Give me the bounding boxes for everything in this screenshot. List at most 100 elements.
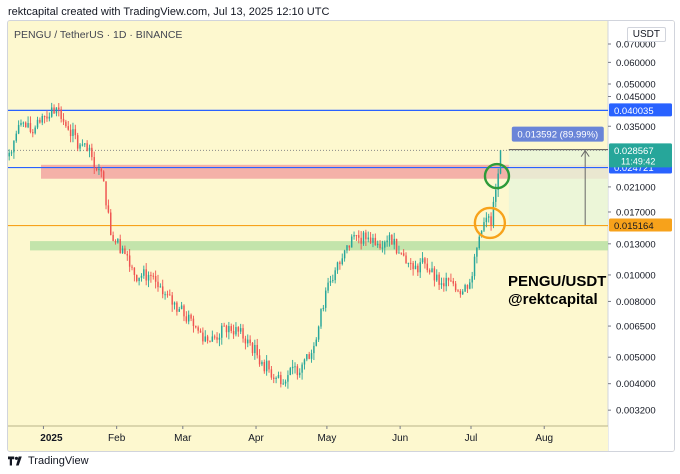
y-tick-label: 0.004000 <box>616 379 656 390</box>
x-tick-label: Feb <box>108 433 126 444</box>
x-tick-label: 2025 <box>40 433 63 444</box>
candle-body <box>464 285 466 292</box>
candle-body <box>339 262 341 265</box>
candle-body <box>119 239 121 254</box>
candle-body <box>81 144 84 146</box>
candle-body <box>419 262 421 273</box>
candle-body <box>263 362 266 372</box>
candle-body <box>24 122 27 128</box>
candle-body <box>461 291 464 295</box>
candle-body <box>447 277 450 281</box>
candle-body <box>98 168 100 171</box>
candle-body <box>308 354 310 359</box>
candle-body <box>150 274 152 276</box>
candle-body <box>197 327 199 331</box>
candle-body <box>147 274 150 281</box>
candle-body <box>206 336 209 341</box>
y-tick-label: 0.070000 <box>616 40 656 51</box>
candle-body <box>13 140 15 153</box>
candle-body <box>395 238 398 254</box>
candle-body <box>346 245 348 251</box>
candle-body <box>29 123 32 133</box>
candle-body <box>230 326 232 331</box>
candle-body <box>273 377 275 379</box>
candle-body <box>324 290 327 308</box>
candle-body <box>254 344 256 354</box>
candle-body <box>32 132 34 134</box>
candle-body <box>138 277 140 282</box>
candle-body <box>495 189 497 202</box>
candle-body <box>195 326 197 328</box>
candle-body <box>310 353 313 359</box>
y-tick-label: 0.006500 <box>616 322 656 333</box>
candle-body <box>476 247 478 257</box>
candle-body <box>358 235 360 238</box>
candle-body <box>291 366 294 369</box>
candle-body <box>353 235 355 237</box>
chart-panel[interactable]: 0.013592 (89.99%) 0.003200 0.004000 0.00500… <box>7 20 675 452</box>
candle-body <box>317 326 320 340</box>
x-tick-label: May <box>317 433 336 444</box>
candle-body <box>91 147 93 158</box>
candle-body <box>62 118 65 122</box>
blue-upper-price-label: 0.040035 <box>614 106 654 117</box>
candle-body <box>199 330 202 333</box>
candle-body <box>341 258 343 265</box>
candle-body <box>53 107 55 114</box>
candle-body <box>348 245 351 248</box>
candle-body <box>20 122 22 125</box>
candle-body <box>48 116 51 119</box>
candle-body <box>41 116 43 123</box>
candle-body <box>235 327 237 335</box>
candle-body <box>17 124 20 134</box>
candle-body <box>284 381 287 384</box>
candle-body <box>173 302 176 305</box>
candle-body <box>350 236 353 248</box>
candle-body <box>110 212 112 236</box>
candle-body <box>221 325 223 338</box>
candle-body <box>239 328 242 332</box>
candle-body <box>478 236 480 248</box>
candle-body <box>211 336 214 342</box>
candle-body <box>258 355 261 365</box>
candle-body <box>280 375 282 385</box>
candle-body <box>107 205 110 213</box>
candle-body <box>121 248 124 254</box>
symbol-info[interactable]: PENGU / TetherUS · 1D · BINANCE <box>14 29 183 41</box>
created-with-header: rektcapital created with TradingView.com… <box>8 6 330 18</box>
candle-body <box>322 307 325 310</box>
candle-body <box>471 276 473 283</box>
tradingview-logo-icon <box>8 456 22 466</box>
time-scale-background <box>8 426 608 451</box>
support-zone <box>30 241 608 251</box>
candle-body <box>36 119 39 128</box>
candle-body <box>492 201 495 226</box>
candle-body <box>136 274 138 282</box>
candle-body <box>256 344 258 356</box>
candle-body <box>490 216 492 226</box>
candle-body <box>202 332 204 342</box>
price-chart[interactable]: 0.013592 (89.99%) 0.003200 0.004000 0.00500… <box>8 21 674 451</box>
candle-body <box>306 354 308 360</box>
candle-body <box>244 338 247 344</box>
candle-body <box>299 372 301 376</box>
currency-label[interactable]: USDT <box>626 27 666 42</box>
candle-body <box>22 122 25 124</box>
y-tick-label: 0.005000 <box>616 353 656 364</box>
candle-body <box>159 286 162 288</box>
x-tick-label: Jun <box>392 433 408 444</box>
candle-body <box>192 318 195 327</box>
candle-body <box>343 250 346 259</box>
candle-body <box>79 144 81 149</box>
watermark-pair: PENGU/USDT <box>508 273 607 290</box>
candle-body <box>251 342 254 354</box>
y-tick-label: 0.050000 <box>616 79 656 90</box>
candle-body <box>327 282 329 291</box>
candle-body <box>417 265 419 273</box>
candle-body <box>27 123 29 128</box>
candle-body <box>398 252 400 254</box>
candle-body <box>84 143 86 145</box>
candle-body <box>400 252 403 254</box>
candle-body <box>10 152 13 154</box>
candle-body <box>124 248 126 255</box>
